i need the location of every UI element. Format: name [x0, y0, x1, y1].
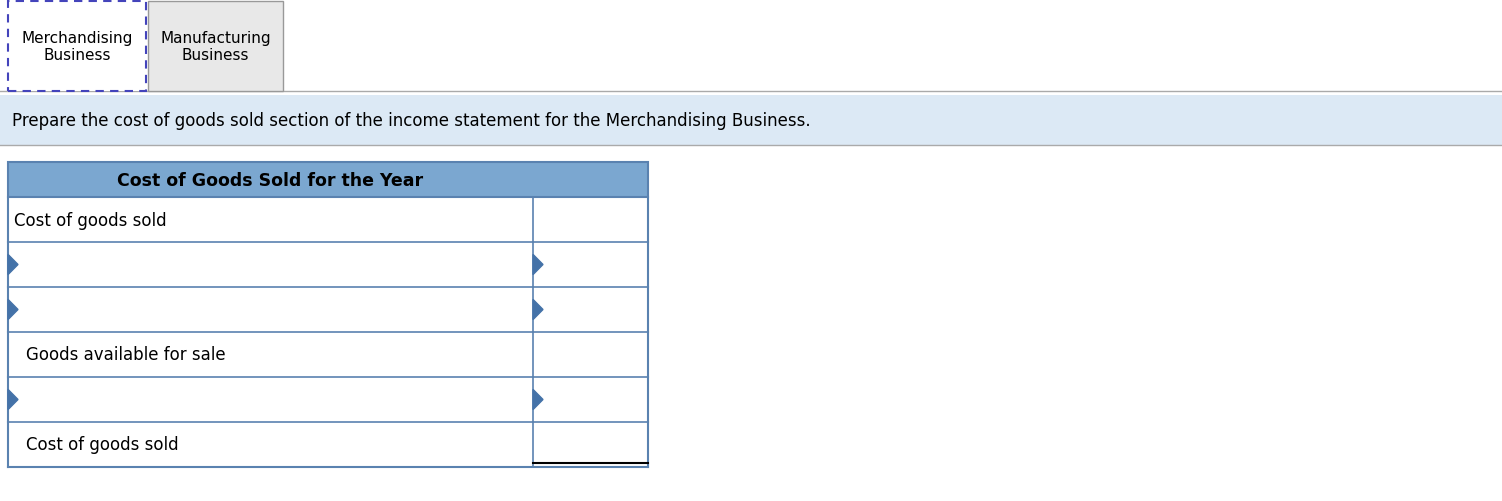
- Text: Cost of goods sold: Cost of goods sold: [26, 436, 179, 453]
- Bar: [149, 2, 282, 92]
- Polygon shape: [8, 390, 18, 410]
- Polygon shape: [533, 300, 544, 320]
- Polygon shape: [533, 255, 544, 275]
- Bar: [8, 288, 647, 332]
- Polygon shape: [8, 255, 18, 275]
- Bar: [8, 242, 647, 288]
- Text: Goods available for sale: Goods available for sale: [26, 346, 225, 364]
- Text: Cost of Goods Sold for the Year: Cost of Goods Sold for the Year: [117, 171, 424, 189]
- Text: Merchandising
Business: Merchandising Business: [21, 31, 132, 63]
- Bar: [8, 163, 647, 197]
- Text: Cost of goods sold: Cost of goods sold: [14, 211, 167, 229]
- Bar: [0, 96, 1502, 146]
- Bar: [8, 422, 647, 467]
- Bar: [8, 2, 146, 92]
- Bar: [8, 332, 647, 377]
- Polygon shape: [8, 300, 18, 320]
- Polygon shape: [533, 390, 544, 410]
- Text: Prepare the cost of goods sold section of the income statement for the Merchandi: Prepare the cost of goods sold section o…: [12, 112, 811, 130]
- Bar: [8, 377, 647, 422]
- Bar: [8, 197, 647, 242]
- Text: Manufacturing
Business: Manufacturing Business: [161, 31, 270, 63]
